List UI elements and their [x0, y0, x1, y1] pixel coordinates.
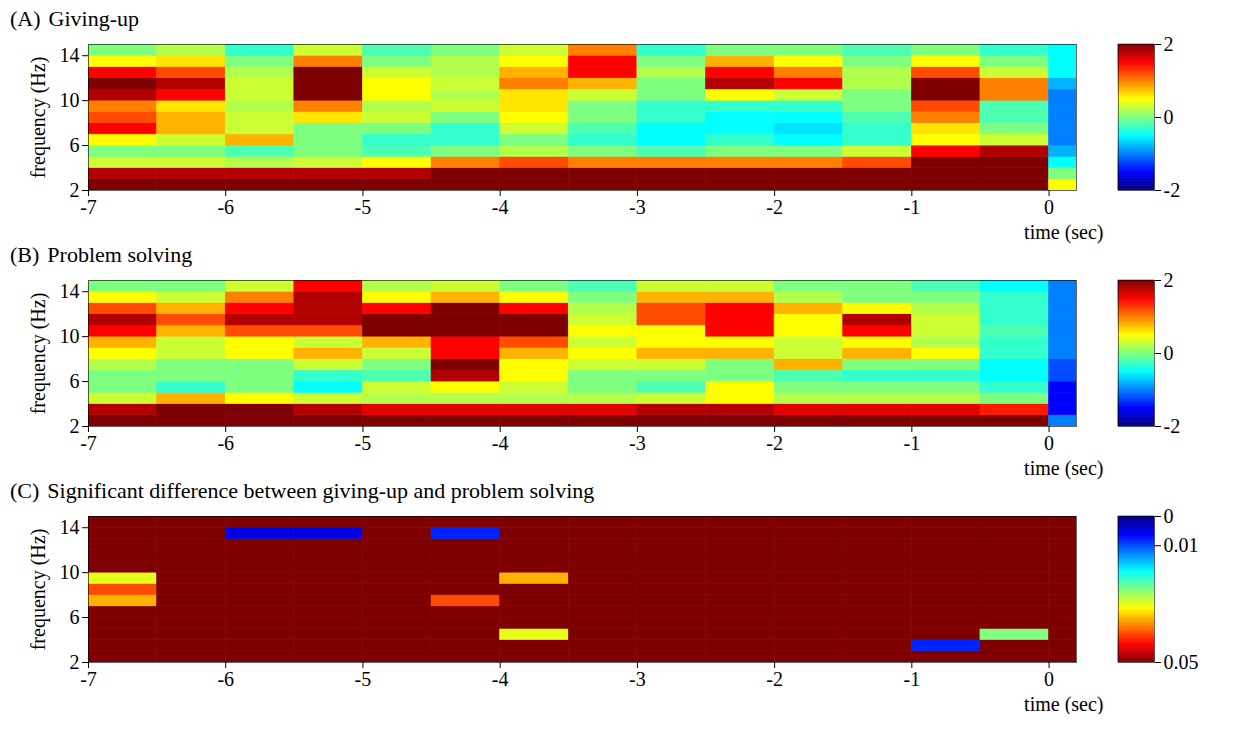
svg-text:0: 0: [1164, 342, 1174, 364]
svg-text:2: 2: [1164, 33, 1174, 55]
svg-text:0: 0: [1044, 196, 1054, 218]
svg-text:-7: -7: [80, 668, 97, 690]
svg-text:10: 10: [60, 561, 80, 583]
svg-text:-7: -7: [80, 432, 97, 454]
svg-text:0.01: 0.01: [1164, 534, 1199, 556]
svg-text:0: 0: [1044, 432, 1054, 454]
svg-text:-2: -2: [766, 432, 783, 454]
svg-text:14: 14: [60, 516, 80, 538]
svg-text:-7: -7: [80, 196, 97, 218]
svg-text:10: 10: [60, 89, 80, 111]
svg-text:-1: -1: [903, 432, 920, 454]
svg-text:-2: -2: [1164, 179, 1181, 201]
svg-text:time (sec): time (sec): [1024, 221, 1103, 244]
svg-text:-2: -2: [1164, 415, 1181, 437]
svg-text:6: 6: [70, 370, 80, 392]
svg-text:-3: -3: [629, 432, 646, 454]
svg-text:-1: -1: [903, 196, 920, 218]
html-text:(A) Giving-up: (A) Giving-up: [10, 6, 139, 31]
svg-text:-5: -5: [355, 196, 372, 218]
svg-text:14: 14: [60, 44, 80, 66]
svg-text:2: 2: [70, 179, 80, 201]
svg-text:-6: -6: [217, 668, 234, 690]
svg-text:0: 0: [1044, 668, 1054, 690]
svg-text:-4: -4: [492, 432, 509, 454]
svg-text:-5: -5: [355, 432, 372, 454]
svg-text:-5: -5: [355, 668, 372, 690]
svg-text:-6: -6: [217, 432, 234, 454]
svg-text:2: 2: [1164, 269, 1174, 291]
svg-text:frequency (Hz): frequency (Hz): [27, 529, 50, 651]
svg-text:0.05: 0.05: [1164, 651, 1199, 673]
svg-text:-4: -4: [492, 196, 509, 218]
svg-text:time (sec): time (sec): [1024, 457, 1103, 480]
svg-text:2: 2: [70, 651, 80, 673]
svg-text:-2: -2: [766, 668, 783, 690]
svg-text:0: 0: [1164, 106, 1174, 128]
svg-text:-3: -3: [629, 668, 646, 690]
svg-text:frequency (Hz): frequency (Hz): [27, 293, 50, 415]
svg-text:-3: -3: [629, 196, 646, 218]
svg-text:0: 0: [1164, 505, 1174, 527]
svg-text:-1: -1: [903, 668, 920, 690]
svg-text:-2: -2: [766, 196, 783, 218]
svg-text:time (sec): time (sec): [1024, 693, 1103, 716]
svg-text:-4: -4: [492, 668, 509, 690]
svg-text:frequency (Hz): frequency (Hz): [27, 57, 50, 179]
svg-text:-6: -6: [217, 196, 234, 218]
html-text:(B) Problem solving: (B) Problem solving: [10, 242, 193, 267]
svg-text:6: 6: [70, 606, 80, 628]
html-text:(C) Significant difference bet: (C) Significant difference between givin…: [10, 478, 595, 503]
svg-text:6: 6: [70, 134, 80, 156]
svg-text:14: 14: [60, 280, 80, 302]
svg-text:2: 2: [70, 415, 80, 437]
svg-text:10: 10: [60, 325, 80, 347]
